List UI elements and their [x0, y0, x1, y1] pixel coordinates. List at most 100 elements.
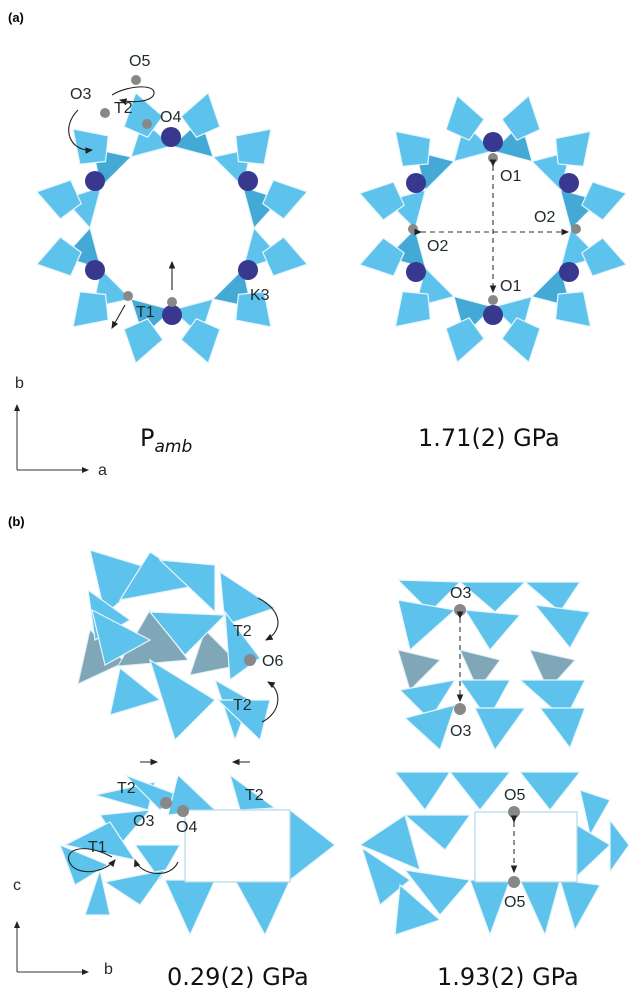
- o5-atom: [508, 806, 520, 818]
- axis-label-c: c: [13, 877, 21, 894]
- t1-atom: [167, 297, 177, 307]
- o4-atom: [177, 805, 189, 817]
- label-o1-bottom: O1: [500, 278, 521, 295]
- tetrahedron: [394, 130, 432, 168]
- label-t2-right: T2: [245, 787, 264, 804]
- o5-atom: [508, 876, 520, 888]
- k-atom: [162, 305, 182, 325]
- tetrahedron: [445, 317, 485, 364]
- label-o3-top: O3: [450, 585, 471, 602]
- tetrahedron: [262, 179, 309, 220]
- label-o6: O6: [262, 653, 283, 670]
- ring-view-bottom-left: T2 T2 O3 O4 T1: [58, 758, 336, 937]
- axis-label-b: b: [104, 961, 113, 978]
- o3-atom: [100, 108, 110, 118]
- tetrahedron: [554, 290, 592, 328]
- rotation-arrow: [111, 86, 155, 105]
- axis-label-b: b: [15, 375, 24, 392]
- chain-view-top-left: T2 O6 T2: [77, 549, 283, 742]
- tetrahedron: [358, 237, 405, 277]
- rotation-arrow: [133, 858, 179, 875]
- tetrahedron: [235, 291, 272, 328]
- k-atom: [238, 171, 258, 191]
- k-atom: [161, 127, 181, 147]
- label-o4: O4: [176, 819, 197, 836]
- k-atom: [559, 262, 579, 282]
- tetrahedron: [35, 179, 82, 220]
- o4-atom: [142, 119, 152, 129]
- caption-1-71-gpa: 1.71(2) GPa: [418, 424, 560, 452]
- o3-atom: [160, 797, 172, 809]
- label-t2: T2: [233, 697, 252, 714]
- k-atom: [85, 260, 105, 280]
- k-atom: [483, 132, 503, 152]
- label-o5: O5: [129, 53, 150, 70]
- panel-b-label: (b): [8, 514, 25, 529]
- label-o3: O3: [70, 86, 91, 103]
- tetrahedron: [72, 291, 109, 328]
- tetrahedron: [235, 128, 272, 165]
- tetrahedron: [394, 290, 432, 328]
- t1-bridge-atom: [123, 291, 133, 301]
- o6-atom: [244, 654, 256, 666]
- tetrahedron: [445, 94, 485, 141]
- caption-0-29-gpa: 0.29(2) GPa: [167, 963, 309, 990]
- shift-arrow: [111, 304, 126, 329]
- label-o2-right: O2: [534, 209, 555, 226]
- tetrahedron: [35, 236, 82, 277]
- tetrahedron: [123, 91, 164, 138]
- panel-a-label: (a): [8, 10, 24, 25]
- label-t2-left: T2: [117, 780, 136, 797]
- rotation-arrow: [68, 109, 94, 154]
- tetrahedron: [501, 317, 541, 364]
- rotation-arrow: [257, 597, 279, 641]
- axes-a: b a: [14, 375, 107, 479]
- rotation-arrow: [67, 848, 116, 873]
- o3-atom: [454, 703, 466, 715]
- k-atom: [406, 173, 426, 193]
- k-atom: [85, 171, 105, 191]
- o1-atom: [488, 295, 498, 305]
- k-atom: [559, 173, 579, 193]
- tetrahedron: [180, 318, 221, 365]
- axes-b: c b: [13, 877, 113, 978]
- label-t2: T2: [233, 623, 252, 640]
- axis-label-a: a: [98, 462, 107, 479]
- rotation-arrow: [261, 681, 279, 723]
- k-atom: [406, 262, 426, 282]
- chain-view-top-right: O3 O3: [396, 579, 591, 752]
- o5-atom: [131, 75, 141, 85]
- caption-1-93-gpa: 1.93(2) GPa: [437, 963, 579, 990]
- label-t2: T2: [114, 100, 133, 117]
- ring-view-bottom-right: O5 O5: [358, 771, 629, 937]
- label-o5-top: O5: [504, 787, 525, 804]
- tetrahedron: [358, 181, 405, 221]
- label-k3: K3: [250, 287, 270, 304]
- o2-atom: [571, 224, 581, 234]
- o2-atom: [408, 224, 418, 234]
- tetrahedron: [581, 237, 628, 277]
- label-o4: O4: [160, 109, 181, 126]
- tetrahedron: [180, 91, 221, 138]
- ring-channel: [94, 150, 250, 306]
- k-atom: [483, 305, 503, 325]
- tetrahedron: [72, 128, 109, 165]
- label-t1: T1: [136, 304, 155, 321]
- tetrahedron: [554, 130, 592, 168]
- ring-framework-compressed: O1 O2 O2 O1: [358, 94, 628, 364]
- ring-framework-ambient: O5 O3 T2 O4 T1 K3: [35, 53, 309, 365]
- o1-atom: [488, 153, 498, 163]
- tetrahedron: [501, 94, 541, 141]
- label-o3: O3: [133, 813, 154, 830]
- label-o3-bottom: O3: [450, 723, 471, 740]
- tetrahedron: [581, 181, 628, 221]
- o3-atom: [454, 604, 466, 616]
- caption-ambient: Pamb: [140, 424, 192, 457]
- tetrahedron: [262, 236, 309, 277]
- label-t1: T1: [88, 839, 107, 856]
- tetrahedron: [123, 318, 164, 365]
- label-o2-left: O2: [427, 238, 448, 255]
- label-o1-top: O1: [500, 168, 521, 185]
- k-atom: [238, 260, 258, 280]
